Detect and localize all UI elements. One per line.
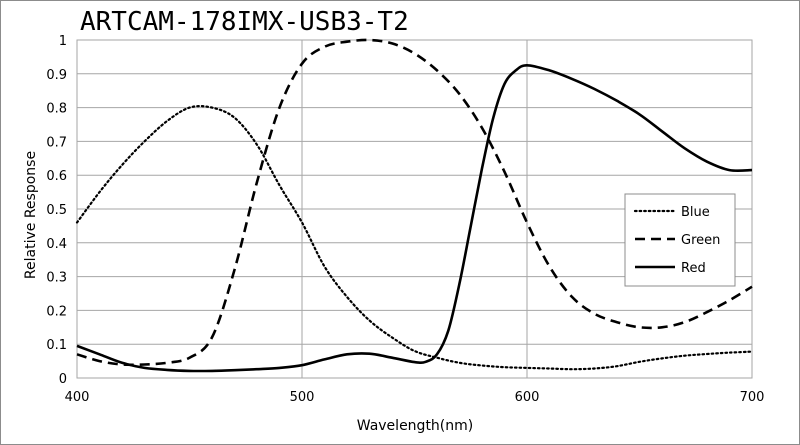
legend-label: Red [681, 261, 706, 276]
y-tick-label: 0.4 [46, 237, 67, 252]
y-tick-label: 0.6 [46, 169, 67, 184]
series-line-red [76, 64, 753, 373]
legend: Blue Green Red [624, 193, 736, 287]
y-tick-label: 0.5 [46, 203, 67, 218]
tick-labels: 0 0.1 0.2 0.3 0.4 0.5 0.6 0.7 0.8 0.9 1 400 500 600 70… [46, 34, 764, 405]
y-tick-label: 0 [59, 372, 67, 387]
y-tick-label: 1 [59, 34, 67, 49]
legend-label: Blue [681, 205, 710, 220]
series-line-green [76, 38, 753, 367]
plot-area [76, 39, 753, 379]
y-tick-label: 0.9 [46, 68, 67, 83]
x-tick-label: 700 [740, 390, 765, 405]
x-tick-label: 500 [290, 390, 315, 405]
y-tick-label: 0.3 [46, 271, 67, 286]
x-axis-label: Wavelength(nm) [357, 418, 473, 434]
y-tick-label: 0.1 [46, 338, 67, 353]
chart-title: ARTCAM-178IMX-USB3-T2 [80, 7, 409, 37]
x-tick-label: 600 [515, 390, 540, 405]
y-tick-label: 0.7 [46, 135, 67, 150]
y-tick-label: 0.2 [46, 304, 67, 319]
series-group [75, 38, 754, 373]
x-tick-label: 400 [65, 390, 90, 405]
series-line-blue [75, 105, 754, 371]
y-tick-label: 0.8 [46, 102, 67, 117]
y-axis-label: Relative Response [23, 151, 39, 279]
legend-label: Green [681, 233, 720, 248]
